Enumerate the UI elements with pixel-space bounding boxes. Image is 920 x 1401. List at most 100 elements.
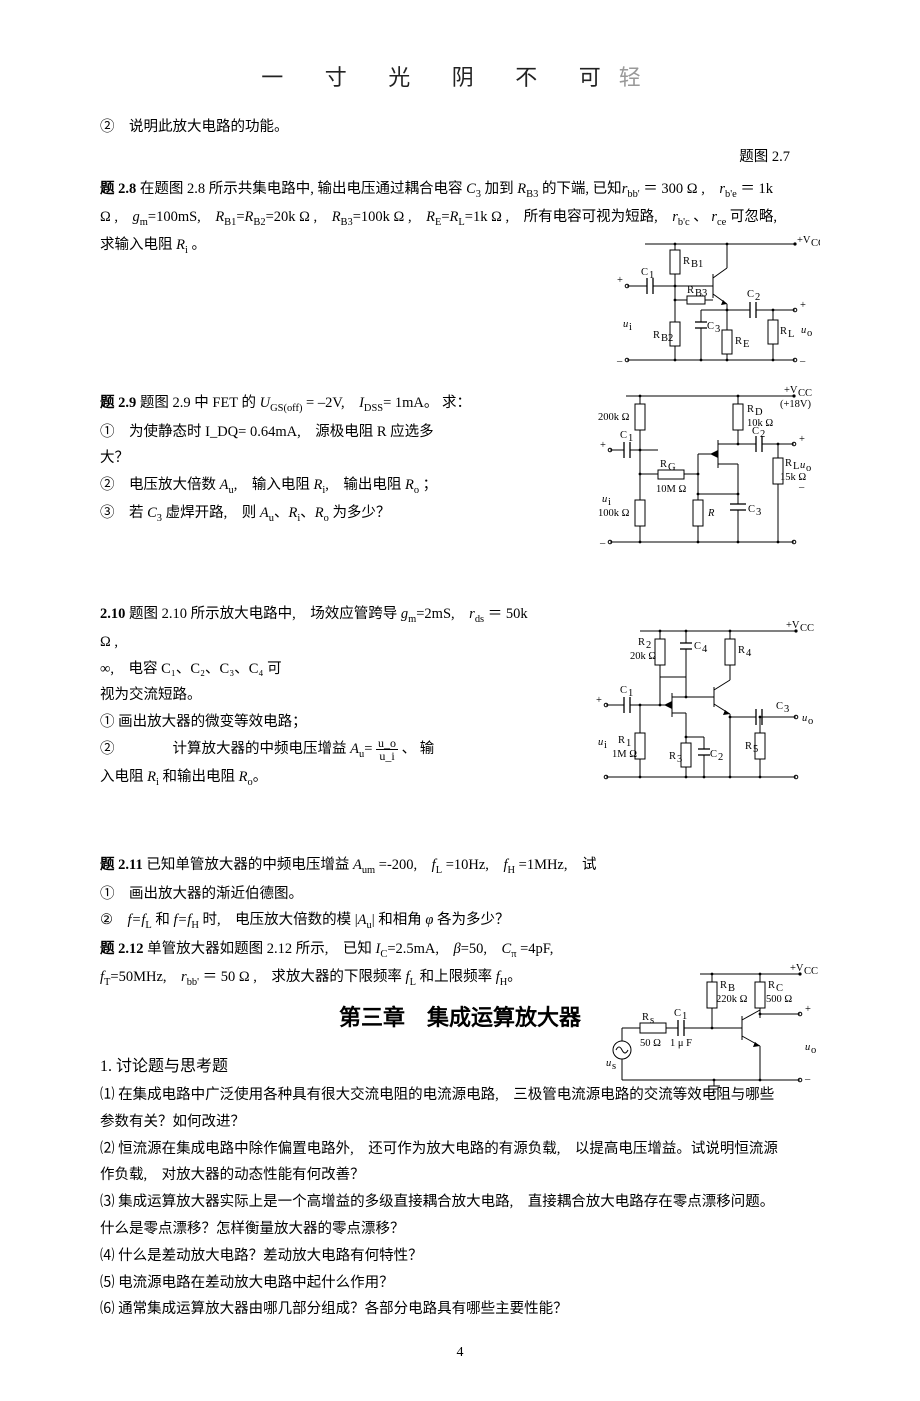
svg-text:u: u (802, 713, 807, 724)
svg-text:u: u (800, 460, 805, 471)
q210-l5: 入电阻 Ri 和输出电阻 Ro。 (100, 764, 530, 792)
q29-l3: ③ 若 C3 虚焊开路, 则 Au、Ri、Ro 为多少？ (100, 500, 530, 528)
svg-text:R: R (687, 285, 694, 296)
s1-q3: ⑶ 集成运算放大器实际上是一个高增益的多级直接耦合放大电路, 直接耦合放大电路存… (100, 1189, 820, 1216)
svg-text:C: C (620, 685, 627, 696)
svg-text:B: B (728, 983, 735, 994)
s1-q4: ⑷ 什么是差动放大电路？差动放大电路有何特性？ (100, 1243, 820, 1270)
svg-text:R: R (720, 980, 727, 991)
svg-text:4: 4 (702, 644, 708, 655)
svg-text:1M Ω: 1M Ω (612, 749, 637, 760)
q212-head: 题 2.12 单管放大器如题图 2.12 所示, 已知 IC=2.5mA, β=… (100, 936, 570, 964)
svg-text:+V: +V (790, 963, 804, 974)
svg-text:+: + (617, 275, 623, 286)
svg-text:+V: +V (784, 385, 798, 396)
svg-text:C: C (707, 321, 714, 332)
svg-text:C: C (694, 641, 701, 652)
svg-text:CC: CC (800, 623, 814, 634)
svg-text:B1: B1 (691, 259, 703, 270)
svg-text:2: 2 (718, 752, 723, 763)
svg-text:4: 4 (746, 648, 752, 659)
svg-text:10M Ω: 10M Ω (656, 484, 686, 495)
header-trail: 轻 (619, 65, 659, 90)
svg-text:R: R (660, 459, 667, 470)
svg-text:i: i (629, 322, 632, 333)
svg-text:2: 2 (646, 640, 651, 651)
svg-text:R: R (707, 508, 715, 519)
svg-text:3: 3 (677, 754, 682, 765)
svg-text:u: u (602, 494, 607, 505)
svg-text:i: i (608, 497, 611, 508)
svg-text:R: R (785, 458, 792, 469)
svg-text:1: 1 (682, 1011, 687, 1022)
svg-text:C: C (747, 289, 754, 300)
svg-text:R: R (669, 751, 676, 762)
q-2-8-block: 题 2.8 在题图 2.8 所示共集电路中, 输出电压通过耦合电容 C3 加到 … (100, 176, 820, 371)
svg-text:1 μ F: 1 μ F (670, 1038, 692, 1049)
q212-l2: fT=50MHz, rbb' ＝ 50 Ω , 求放大器的下限频率 fL 和上限… (100, 964, 570, 992)
svg-text:CC: CC (811, 238, 820, 249)
svg-text:500 Ω: 500 Ω (766, 994, 792, 1005)
svg-text:C: C (776, 701, 783, 712)
q29-l1b: 大？ (100, 445, 530, 472)
svg-text:R: R (638, 637, 645, 648)
svg-text:i: i (604, 740, 607, 751)
q28-l1: 题 2.8 在题图 2.8 所示共集电路中, 输出电压通过耦合电容 C3 加到 … (100, 176, 820, 204)
svg-text:–: – (798, 482, 805, 493)
svg-text:L: L (793, 461, 799, 472)
svg-text:R: R (768, 980, 775, 991)
svg-text:u: u (805, 1042, 810, 1053)
svg-text:u: u (606, 1058, 611, 1069)
svg-text:5: 5 (753, 744, 758, 755)
fig-2-8: +VCC RB1 C1 + (595, 232, 820, 387)
svg-text:u: u (623, 319, 628, 330)
svg-text:+: + (600, 440, 606, 451)
q210-head: 2.10 题图 2.10 所示放大电路中, 场效应管跨导 gm=2mS, rds… (100, 601, 530, 656)
svg-text:1: 1 (628, 433, 633, 444)
svg-text:CC: CC (798, 388, 812, 399)
q28-l2: Ω , gm=100mS, RB1=RB2=20k Ω , RB3=100k Ω… (100, 204, 820, 232)
svg-text:20k Ω: 20k Ω (630, 651, 656, 662)
svg-text:o: o (811, 1045, 816, 1056)
s1-q5: ⑸ 电流源电路在差动放大电路中起什么作用？ (100, 1270, 820, 1297)
q210-l3: ① 画出放大器的微变等效电路； (100, 709, 530, 736)
svg-text:C: C (776, 983, 783, 994)
svg-text:R: R (683, 256, 690, 267)
q210-l2: 视为交流短路。 (100, 682, 530, 709)
q211-l1: ① 画出放大器的渐近伯德图。 (100, 881, 820, 908)
s1-q6: ⑹ 通常集成运算放大器由哪几部分组成？各部分电路具有哪些主要性能？ (100, 1296, 820, 1323)
svg-text:+: + (800, 300, 806, 311)
svg-text:+: + (799, 434, 805, 445)
svg-text:1: 1 (628, 688, 633, 699)
svg-text:1: 1 (626, 738, 631, 749)
svg-text:3: 3 (756, 507, 761, 518)
svg-text:u: u (598, 737, 603, 748)
q29-l2: ② 电压放大倍数 Au, 输入电阻 Ri, 输出电阻 Ro ； (100, 472, 530, 500)
svg-text:C: C (674, 1008, 681, 1019)
svg-text:R: R (738, 645, 745, 656)
svg-text:+V: +V (786, 620, 800, 631)
svg-text:E: E (743, 339, 749, 350)
s1-q3b: 什么是零点漂移？怎样衡量放大器的零点漂移？ (100, 1216, 820, 1243)
q210-l1: ∞, 电容 C₁、C₂、C₃、C₄ 可 (100, 656, 530, 683)
s1-q2b: 作负载, 对放大器的动态性能有何改善？ (100, 1162, 820, 1189)
svg-text:–: – (799, 356, 806, 367)
svg-text:C: C (641, 267, 648, 278)
fig-2-10: +VCC R2 20k Ω C4 R4 (580, 617, 820, 800)
svg-text:100k Ω: 100k Ω (598, 508, 630, 519)
svg-text:u: u (801, 325, 806, 336)
svg-text:–: – (804, 1074, 811, 1085)
svg-text:B2: B2 (661, 333, 673, 344)
svg-text:C: C (752, 426, 759, 437)
q29-l1: ① 为使静态时 I_DQ= 0.64mA, 源极电阻 R 应选多 (100, 419, 530, 446)
svg-text:s: s (650, 1015, 654, 1026)
svg-text:–: – (616, 356, 623, 367)
page-number: 4 (100, 1345, 820, 1361)
svg-text:s: s (612, 1061, 616, 1072)
svg-text:R: R (745, 741, 752, 752)
svg-text:2: 2 (755, 292, 760, 303)
q29-head: 题 2.9 题图 2.9 中 FET 的 UGS(off) = –2V, IDS… (100, 390, 530, 418)
frac-den: u_i (376, 750, 398, 762)
svg-text:–: – (599, 538, 606, 549)
fig-2-7-caption: 题图 2.7 (100, 145, 820, 166)
